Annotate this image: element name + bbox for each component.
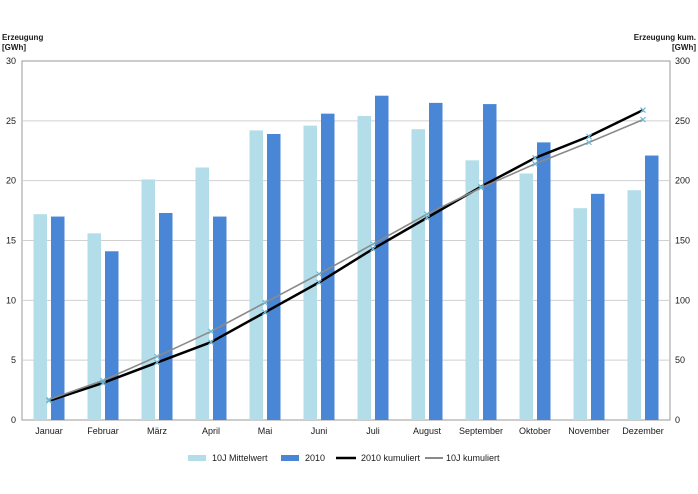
bars	[33, 95, 659, 421]
line-marker	[532, 155, 538, 161]
gridlines	[22, 120, 670, 361]
x-tick-label: März	[147, 426, 167, 436]
x-tick-label: Februar	[87, 426, 119, 436]
line-marker	[640, 116, 646, 123]
x-tick-label: Januar	[35, 426, 63, 436]
x-tick-label: August	[413, 426, 442, 436]
line-marker	[208, 339, 214, 346]
line-marker	[154, 353, 160, 360]
right-axis-title-line2: [GWh]	[672, 43, 696, 52]
bar-10j-mittelwert	[357, 116, 371, 421]
bar-2010	[105, 251, 119, 420]
legend-swatch-2010	[281, 455, 299, 461]
line-marker	[154, 359, 160, 366]
bar-2010	[213, 216, 227, 420]
right-axis-ticks: 0 50 100 150 200 250 300	[675, 56, 690, 425]
line-marker	[424, 211, 430, 218]
bar-2010	[537, 142, 551, 420]
x-tick-label: Mai	[258, 426, 273, 436]
line-marker	[370, 241, 376, 248]
right-tick-label: 200	[675, 176, 690, 186]
x-axis-ticks: Januar Februar März April Mai Juni Juli August S…	[35, 426, 664, 436]
left-tick-label: 5	[11, 355, 16, 365]
legend-label-10j-mittelwert: 10J Mittelwert	[212, 453, 268, 463]
bar-10j-mittelwert	[249, 130, 263, 420]
bar-10j-mittelwert	[465, 160, 479, 420]
bar-2010	[321, 113, 335, 421]
line-marker	[640, 107, 646, 113]
right-tick-label: 250	[675, 116, 690, 126]
line-10j-kumuliert	[48, 118, 644, 401]
x-tick-label: Juli	[366, 426, 380, 436]
bar-10j-mittelwert	[33, 214, 47, 420]
left-axis-title-line2: [GWh]	[2, 43, 26, 52]
x-tick-label: Dezember	[622, 426, 664, 436]
right-axis-title-line1: Erzeugung kum.	[634, 33, 696, 42]
line-marker	[100, 377, 106, 384]
x-tick-label: Juni	[311, 426, 328, 436]
left-tick-label: 30	[6, 56, 16, 66]
line-marker	[478, 184, 484, 191]
bar-10j-mittelwert	[87, 233, 101, 420]
legend-label-2010: 2010	[305, 453, 325, 463]
bar-10j-mittelwert	[141, 179, 155, 420]
right-tick-label: 50	[675, 355, 685, 365]
left-tick-label: 10	[6, 295, 16, 305]
bar-2010	[645, 155, 659, 420]
legend-swatch-10j-mittelwert	[188, 455, 206, 461]
x-tick-label: April	[202, 426, 220, 436]
left-axis-ticks: 0 5 10 15 20 25 30	[6, 56, 16, 425]
bar-2010	[375, 95, 389, 420]
bar-2010	[591, 193, 605, 420]
lines	[46, 107, 646, 404]
line-2010-kumuliert	[48, 108, 644, 403]
right-tick-label: 100	[675, 295, 690, 305]
line-marker	[586, 133, 592, 140]
line-marker	[262, 299, 268, 306]
right-tick-label: 300	[675, 56, 690, 66]
x-tick-label: Oktober	[519, 426, 551, 436]
legend: 10J Mittelwert 2010 2010 kumuliert 10J k…	[188, 453, 500, 463]
x-tick-label: September	[459, 426, 503, 436]
line-marker	[586, 139, 592, 146]
bar-10j-mittelwert	[411, 129, 425, 420]
line-marker	[316, 279, 322, 286]
left-tick-label: 0	[11, 415, 16, 425]
left-tick-label: 20	[6, 176, 16, 186]
line-marker	[262, 309, 268, 316]
bar-2010	[267, 133, 281, 420]
right-tick-label: 150	[675, 236, 690, 246]
bar-2010	[51, 216, 65, 420]
bar-10j-mittelwert	[303, 125, 317, 421]
left-tick-label: 15	[6, 236, 16, 246]
bar-10j-mittelwert	[195, 167, 209, 420]
bar-10j-mittelwert	[627, 190, 641, 420]
bar-10j-mittelwert	[519, 173, 533, 420]
x-tick-label: November	[568, 426, 610, 436]
bar-2010	[483, 104, 497, 420]
line-marker	[208, 328, 214, 335]
legend-label-10j-kumuliert: 10J kumuliert	[446, 453, 500, 463]
right-tick-label: 0	[675, 415, 680, 425]
left-tick-label: 25	[6, 116, 16, 126]
bar-10j-mittelwert	[573, 208, 587, 420]
line-marker	[316, 271, 322, 277]
line-marker	[532, 160, 538, 167]
bar-2010	[159, 212, 173, 420]
legend-label-2010-kumuliert: 2010 kumuliert	[361, 453, 421, 463]
bar-2010	[429, 102, 443, 420]
left-axis-title-line1: Erzeugung	[2, 33, 43, 42]
line-marker	[46, 396, 52, 403]
line-marker	[370, 245, 376, 252]
